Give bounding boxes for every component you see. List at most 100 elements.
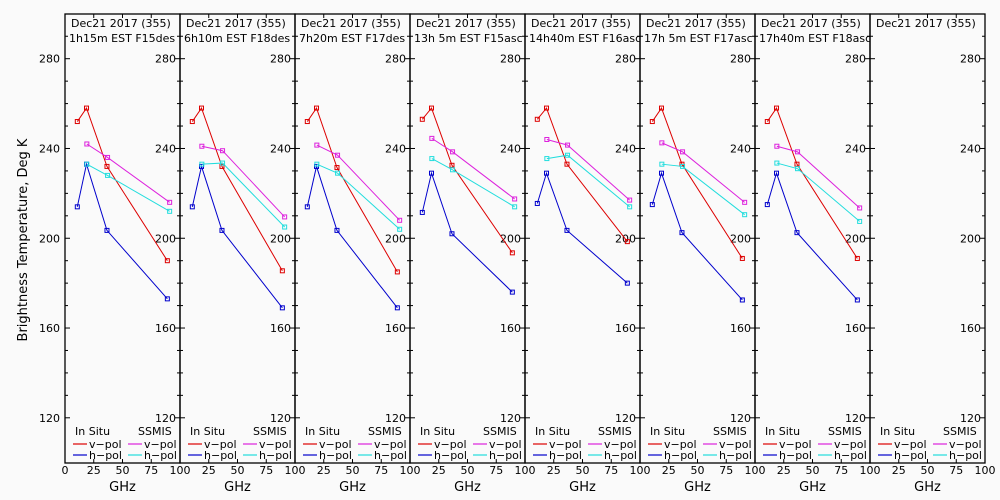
data-point-ssmis_v: [84, 141, 90, 147]
panel-4: Dec21 2017 (355) 13h 5m EST F15asc 120 160 2…: [409, 13, 536, 495]
data-point-ssmis_h: [199, 161, 205, 167]
data-point-ssmis_h: [659, 161, 665, 167]
legend-label: v−pol: [259, 438, 292, 451]
data-point-insitu_v: [164, 258, 170, 264]
legend-label: v−pol: [834, 438, 867, 451]
legend-label: v−pol: [779, 438, 812, 451]
legend-label: h−pol: [549, 449, 582, 462]
data-point-insitu_h: [854, 297, 860, 303]
y-tick-label: 240: [615, 142, 636, 155]
y-tick-label: 120: [615, 412, 636, 425]
y-tick-label: 120: [270, 412, 291, 425]
x-tick-label: 50: [116, 464, 130, 477]
y-tick-label: 160: [385, 322, 406, 335]
legend-label: h−pol: [374, 449, 407, 462]
series-line-ssmis_v: [201, 145, 286, 218]
legend-label: v−pol: [949, 438, 982, 451]
data-point-insitu_v: [659, 105, 665, 111]
panel-title-time: 17h 5m EST F17asc: [644, 32, 753, 45]
legend-header-insitu: In Situ: [650, 425, 685, 438]
x-tick-label: 100: [170, 464, 191, 477]
data-point-insitu_h: [429, 170, 435, 176]
series-line-insitu_v: [421, 107, 513, 254]
data-point-ssmis_v: [450, 149, 456, 155]
y-tick-label: 280: [155, 53, 176, 66]
y-tick-label: 160: [845, 322, 866, 335]
panel-title-date: Dec21 2017 (355): [646, 17, 746, 30]
data-point-insitu_v: [199, 105, 205, 111]
y-tick-label-left: 200: [39, 232, 60, 245]
data-point-insitu_h: [544, 170, 550, 176]
y-tick-label-left: 280: [39, 53, 60, 66]
y-tick-label: 200: [385, 232, 406, 245]
data-point-insitu_h: [164, 296, 170, 302]
data-point-ssmis_h: [680, 163, 686, 169]
legend-label: v−pol: [664, 438, 697, 451]
y-tick-label: 160: [500, 322, 521, 335]
data-point-insitu_v: [854, 255, 860, 261]
series-line-insitu_h: [766, 171, 858, 301]
y-tick-label: 160: [155, 322, 176, 335]
data-point-ssmis_h: [314, 161, 320, 167]
legend-header-insitu: In Situ: [880, 425, 915, 438]
data-point-ssmis_v: [429, 135, 435, 141]
data-point-ssmis_v: [774, 143, 780, 149]
x-tick-label: 100: [285, 464, 306, 477]
data-point-insitu_h: [649, 202, 655, 208]
panel-8: Dec21 2017 (355) 120 160 200 240 280 25 50 75 100…: [869, 13, 996, 495]
panel-6: Dec21 2017 (355) 17h 5m EST F17asc 120 160 2…: [639, 13, 766, 495]
series-line-ssmis_v: [776, 145, 860, 209]
data-point-insitu_v: [564, 161, 570, 167]
x-tick-label: 75: [834, 464, 848, 477]
data-point-insitu_v: [219, 163, 225, 169]
data-point-insitu_h: [624, 280, 630, 286]
data-point-ssmis_h: [84, 161, 90, 167]
panel-title-time: 7h20m EST F17des: [299, 32, 405, 45]
legend-label: v−pol: [604, 438, 637, 451]
data-point-ssmis_v: [282, 214, 288, 220]
data-point-insitu_v: [509, 250, 515, 256]
y-tick-label: 200: [845, 232, 866, 245]
y-axis-label: Brightness Temperature, Deg K: [16, 138, 31, 341]
x-axis-label: GHz: [224, 480, 251, 495]
data-point-insitu_v: [774, 105, 780, 111]
legend-header-ssmis: SSMIS: [598, 425, 632, 438]
y-tick-label: 240: [385, 142, 406, 155]
y-tick-label: 240: [270, 142, 291, 155]
x-tick-label: 25: [547, 464, 561, 477]
data-point-insitu_h: [564, 227, 570, 233]
y-tick-label: 120: [845, 412, 866, 425]
data-point-ssmis_v: [659, 140, 665, 146]
y-tick-label: 240: [730, 142, 751, 155]
legend-label: h−pol: [834, 449, 867, 462]
legend-label: v−pol: [204, 438, 237, 451]
data-point-insitu_v: [419, 116, 425, 122]
legend-header-insitu: In Situ: [535, 425, 570, 438]
data-point-ssmis_v: [335, 152, 341, 158]
panel-title-date: Dec21 2017 (355): [71, 17, 171, 30]
data-point-ssmis_h: [167, 208, 173, 214]
data-point-ssmis_v: [857, 205, 863, 211]
data-point-insitu_v: [739, 255, 745, 261]
y-tick-label: 240: [845, 142, 866, 155]
legend-header-ssmis: SSMIS: [138, 425, 172, 438]
x-tick-label: 50: [921, 464, 935, 477]
x-tick-label: 25: [317, 464, 331, 477]
series-line-insitu_v: [766, 106, 858, 259]
data-point-ssmis_v: [397, 217, 403, 223]
y-tick-label: 280: [960, 53, 981, 66]
data-point-ssmis_v: [742, 199, 748, 205]
y-tick-label: 120: [730, 412, 751, 425]
data-point-insitu_h: [334, 227, 340, 233]
data-point-ssmis_h: [565, 152, 571, 158]
data-point-ssmis_h: [742, 212, 748, 218]
legend-header-ssmis: SSMIS: [828, 425, 862, 438]
x-axis-label: GHz: [684, 480, 711, 495]
legend-header-insitu: In Situ: [765, 425, 800, 438]
data-point-ssmis_v: [199, 143, 205, 149]
data-point-insitu_v: [314, 105, 320, 111]
legend-header-insitu: In Situ: [75, 425, 110, 438]
legend-label: v−pol: [144, 438, 177, 451]
x-tick-label: 75: [259, 464, 273, 477]
data-point-insitu_h: [189, 204, 195, 210]
